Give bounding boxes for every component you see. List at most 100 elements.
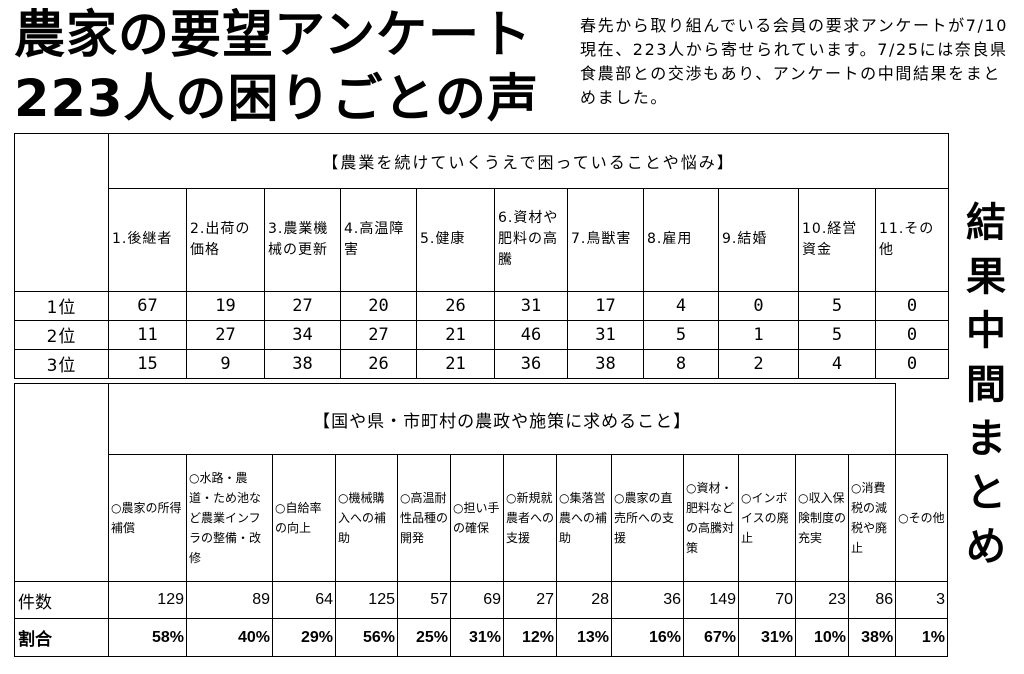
title-line-2: 223人の困りごとの声 [14, 70, 539, 129]
category-header: ○消費税の減税や廃止 [847, 454, 897, 582]
rank-label: 1位 [14, 290, 109, 321]
category-header: ○機械購入への補助 [335, 454, 398, 582]
count-cell: 36 [611, 581, 684, 619]
rank-label: 2位 [14, 319, 109, 350]
count-cell: 86 [847, 581, 897, 619]
category-header: ○インボイスの廃止 [738, 454, 796, 582]
category-header: ○資材・肥料などの高騰対策 [683, 454, 739, 582]
ratio-label: 割合 [14, 618, 109, 657]
count-cell: 57 [397, 581, 451, 619]
table-cell: 4 [643, 290, 719, 321]
category-row: 1.後継者 2.出荷の価格 3.農業機械の更新 4.高温障害 5.健康 6.資材や肥料の高… [15, 188, 950, 292]
count-cell: 27 [503, 581, 557, 619]
count-label: 件数 [14, 581, 109, 619]
table-cell: 36 [494, 348, 568, 380]
ratio-row: 割合 58% 40% 29% 56% 25% 31% 12% 13% 16% 67% 31% 10% 38… [14, 618, 948, 657]
ratio-cell: 29% [272, 618, 336, 657]
corner-cell [14, 383, 109, 582]
policy-requests-table: 【国や県・市町村の農政や施策に求めること】 ○農家の所得補償 ○水路・農道・ため池な… [14, 383, 948, 657]
ratio-cell: 40% [186, 618, 273, 657]
table-cell: 5 [798, 319, 876, 350]
table-cell: 20 [340, 290, 417, 321]
ratio-cell: 16% [611, 618, 684, 657]
count-cell: 70 [738, 581, 796, 619]
ratio-cell: 25% [397, 618, 451, 657]
table-cell: 31 [494, 290, 568, 321]
category-header: ○自給率の向上 [272, 454, 336, 582]
category-header: 11.その他 [874, 188, 950, 292]
count-cell: 149 [683, 581, 739, 619]
table-cell: 27 [264, 290, 341, 321]
table-header: 【農業を続けていくうえで困っていることや悩み】 [107, 132, 950, 190]
ratio-cell: 1% [895, 618, 948, 657]
table-cell: 15 [108, 348, 187, 380]
rank-label: 3位 [14, 348, 109, 380]
table-cell: 26 [416, 290, 495, 321]
ratio-cell: 31% [450, 618, 504, 657]
category-header: 7.鳥獣害 [567, 188, 644, 292]
table-cell: 19 [186, 290, 265, 321]
table-cell: 38 [567, 348, 644, 380]
table-cell: 38 [264, 348, 341, 380]
table-cell: 8 [643, 348, 719, 380]
category-header: ○収入保険制度の充実 [795, 454, 849, 582]
ratio-cell: 13% [556, 618, 612, 657]
side-title-char: ま [966, 416, 1006, 462]
table-cell: 21 [416, 319, 495, 350]
header-row: 【農業を続けていくうえで困っていることや悩み】 [14, 132, 950, 292]
count-row: 件数 129 89 64 125 57 69 27 28 36 149 70 23 86 3 [14, 581, 948, 619]
side-title-char: 結 [966, 200, 1006, 246]
count-cell: 125 [335, 581, 398, 619]
category-header: 8.雇用 [643, 188, 719, 292]
table-cell: 21 [416, 348, 495, 380]
table-cell: 4 [798, 348, 876, 380]
ratio-cell: 67% [683, 618, 739, 657]
side-title-char: 中 [966, 308, 1006, 354]
side-title-char: 果 [966, 254, 1006, 300]
category-header: ○担い手の確保 [450, 454, 504, 582]
side-title-char: め [966, 524, 1006, 570]
category-header: 5.健康 [416, 188, 495, 292]
header-row: 【国や県・市町村の農政や施策に求めること】 [14, 383, 948, 582]
table-cell: 34 [264, 319, 341, 350]
category-header: 6.資材や肥料の高騰 [494, 188, 568, 292]
ratio-cell: 12% [503, 618, 557, 657]
table-row: 2位 11 27 34 27 21 46 31 5 1 5 0 [14, 319, 950, 350]
page-title: 農家の要望アンケート 223人の困りごとの声 [14, 4, 539, 132]
table-cell: 26 [340, 348, 417, 380]
category-header: ○新規就農者への支援 [503, 454, 557, 582]
ratio-cell: 56% [335, 618, 398, 657]
table-cell: 17 [567, 290, 644, 321]
table-cell: 27 [340, 319, 417, 350]
ratio-cell: 10% [795, 618, 849, 657]
side-title: 結果中間まとめ [962, 196, 1010, 574]
table-cell: 0 [718, 290, 799, 321]
count-cell: 28 [556, 581, 612, 619]
category-header: 10.経営資金 [798, 188, 876, 292]
table-cell: 0 [874, 290, 950, 321]
table-cell: 9 [186, 348, 265, 380]
category-header: ○高温耐性品種の開発 [397, 454, 451, 582]
count-cell: 129 [108, 581, 187, 619]
category-header: ○その他 [895, 454, 948, 582]
table-cell: 1 [718, 319, 799, 350]
count-cell: 64 [272, 581, 336, 619]
table-cell: 31 [567, 319, 644, 350]
table-row: 3位 15 9 38 26 21 36 38 8 2 4 0 [14, 348, 950, 380]
category-row: ○農家の所得補償 ○水路・農道・ため池など農業インフラの整備・改修 ○自給率の向上 ○… [15, 454, 948, 582]
ratio-cell: 31% [738, 618, 796, 657]
count-cell: 89 [186, 581, 273, 619]
table-cell: 27 [186, 319, 265, 350]
corner-cell [14, 133, 109, 292]
table-row: 1位 67 19 27 20 26 31 17 4 0 5 0 [14, 290, 950, 321]
concerns-table: 【農業を続けていくうえで困っていることや悩み】 1.後継者 2.出荷の価格 3.農業機… [14, 132, 950, 380]
category-header: 1.後継者 [108, 188, 187, 292]
category-header: ○集落営農への補助 [556, 454, 612, 582]
category-header: 4.高温障害 [340, 188, 417, 292]
category-header: 3.農業機械の更新 [264, 188, 341, 292]
title-line-1: 農家の要望アンケート [14, 6, 532, 65]
table-cell: 5 [798, 290, 876, 321]
ratio-cell: 58% [108, 618, 187, 657]
count-cell: 3 [895, 581, 948, 619]
table-cell: 46 [494, 319, 568, 350]
